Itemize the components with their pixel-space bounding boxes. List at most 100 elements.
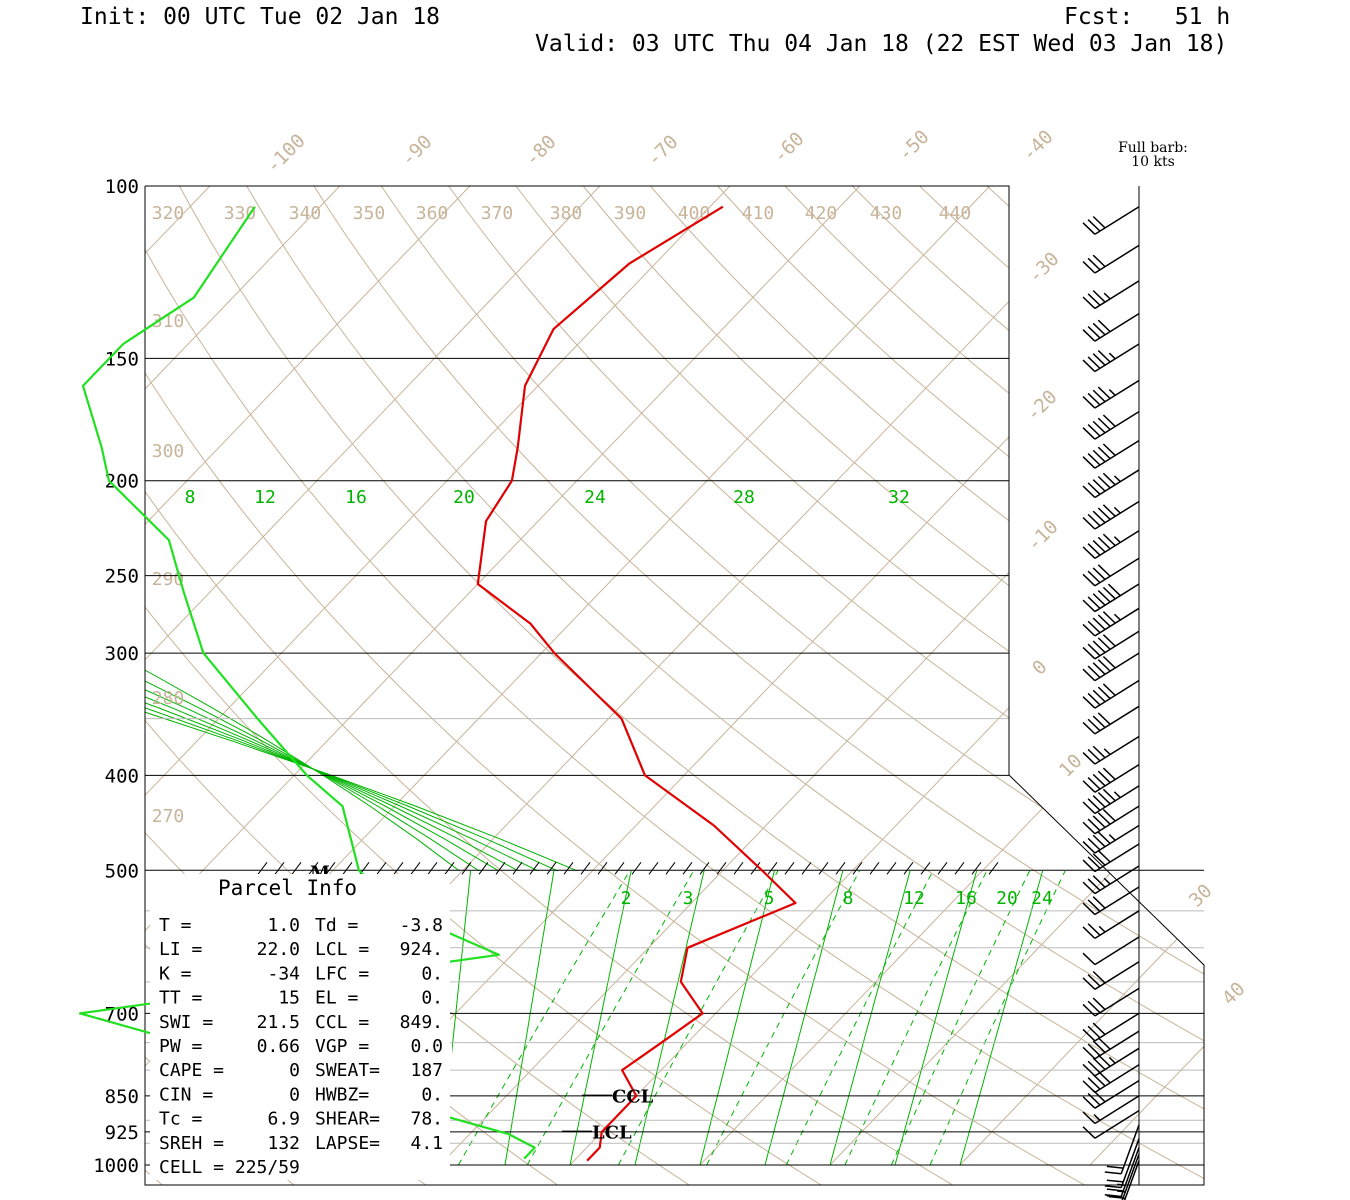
theta-label: 320 bbox=[152, 203, 185, 224]
barb-full-feather bbox=[1082, 646, 1096, 660]
hatch-tick bbox=[308, 861, 319, 875]
barb-full-feather bbox=[1082, 821, 1096, 835]
barb-full-feather bbox=[1092, 479, 1106, 492]
moist-adiabat-label: 32 bbox=[888, 487, 910, 508]
barb-half-feather bbox=[1093, 1114, 1101, 1121]
parcel-info-cell: EL = bbox=[315, 988, 359, 1009]
barb-staff bbox=[1094, 910, 1140, 940]
barb-half-feather bbox=[1113, 791, 1121, 799]
wind-barb bbox=[1082, 1079, 1140, 1109]
hatch-tick bbox=[716, 861, 727, 875]
barb-full-feather bbox=[1092, 896, 1106, 909]
barb-full-feather bbox=[1097, 475, 1111, 489]
hatch-tick bbox=[699, 861, 710, 875]
hatch-tick bbox=[682, 861, 693, 875]
parcel-info-cell: 132 bbox=[267, 1133, 300, 1154]
isotherm-line bbox=[145, 186, 601, 1166]
forecast-hour: Fcst: 51 h bbox=[1064, 4, 1231, 30]
barb-full-feather bbox=[1102, 809, 1116, 822]
barb-full-feather bbox=[1092, 715, 1106, 729]
barb-full-feather bbox=[1082, 517, 1096, 530]
wind-barb bbox=[1082, 343, 1140, 373]
barb-staff bbox=[1094, 824, 1140, 854]
parcel-info-cell: 22.0 bbox=[257, 939, 300, 960]
hatch-tick bbox=[274, 861, 285, 875]
barb-full-feather bbox=[1082, 296, 1096, 309]
barb-legend-title: Full barb: bbox=[1118, 140, 1188, 156]
hatch-tick bbox=[376, 861, 387, 875]
barb-full-feather bbox=[1092, 795, 1106, 808]
wind-barb bbox=[1082, 785, 1140, 815]
ccl-label: CCL bbox=[612, 1086, 654, 1107]
barb-full-feather bbox=[1102, 414, 1116, 427]
wind-barb bbox=[1082, 206, 1140, 235]
barb-half-feather bbox=[1108, 352, 1116, 360]
barb-full-feather bbox=[1082, 902, 1096, 916]
parcel-info-cell: 849. bbox=[400, 1012, 443, 1033]
barb-full-feather bbox=[1092, 322, 1106, 336]
wind-barb bbox=[1082, 936, 1140, 966]
dry-adiabat-line bbox=[986, 186, 1204, 1185]
barb-half-feather bbox=[1113, 536, 1121, 543]
isotherm-line bbox=[829, 186, 1204, 1166]
isotherm-label: -100 bbox=[262, 130, 310, 178]
barb-full-feather bbox=[1097, 712, 1111, 725]
dry-adiabat-line bbox=[515, 186, 1204, 1185]
parcel-info-cell: Td = bbox=[315, 915, 359, 936]
barb-full-feather bbox=[1092, 662, 1106, 675]
wind-barb bbox=[1082, 824, 1140, 854]
parcel-info-cell: 0. bbox=[421, 963, 443, 984]
barb-full-feather bbox=[1097, 791, 1111, 805]
barb-staff bbox=[1094, 1095, 1140, 1125]
barb-full-feather bbox=[1104, 1185, 1122, 1189]
barb-full-feather bbox=[1087, 219, 1101, 232]
barb-half-feather bbox=[1117, 1190, 1126, 1193]
barb-half-feather bbox=[1113, 475, 1121, 483]
barb-half-feather bbox=[1098, 925, 1106, 933]
barb-staff bbox=[1094, 652, 1140, 682]
barb-full-feather bbox=[1102, 634, 1116, 647]
wind-barb bbox=[1082, 735, 1140, 765]
barb-half-feather bbox=[1108, 834, 1116, 841]
isotherm-label: -50 bbox=[894, 126, 934, 166]
barb-staff bbox=[1094, 1110, 1140, 1139]
barb-full-feather bbox=[1082, 780, 1096, 793]
parcel-info-panel bbox=[150, 874, 450, 1180]
barb-staff bbox=[1094, 469, 1140, 499]
moist-adiabat-label: 16 bbox=[345, 487, 367, 508]
hatch-tick bbox=[461, 861, 472, 875]
barb-full-feather bbox=[1097, 1054, 1111, 1067]
hatch-tick bbox=[920, 861, 931, 875]
barb-full-feather bbox=[1082, 329, 1096, 342]
barb-full-feather bbox=[1082, 599, 1096, 613]
moist-adiabat-label: 20 bbox=[453, 487, 475, 508]
barb-full-feather bbox=[1097, 507, 1111, 521]
barb-full-feather bbox=[1082, 546, 1096, 559]
barb-staff bbox=[1094, 1064, 1140, 1093]
barb-staff bbox=[1094, 410, 1140, 440]
barb-full-feather bbox=[1082, 427, 1096, 440]
barb-full-feather bbox=[1082, 952, 1096, 966]
wind-barb bbox=[1082, 679, 1140, 709]
hatch-tick bbox=[750, 861, 761, 875]
barb-full-feather bbox=[1082, 721, 1096, 735]
barb-full-feather bbox=[1082, 977, 1096, 990]
barb-full-feather bbox=[1087, 798, 1101, 811]
isotherm-line bbox=[1220, 186, 1350, 1165]
isotherm-label: -60 bbox=[769, 128, 809, 168]
wind-barb bbox=[1082, 280, 1140, 310]
dry-adiabat-line bbox=[919, 186, 1204, 1185]
isotherm-label: 30 bbox=[1185, 880, 1217, 912]
isotherm-label: -90 bbox=[397, 131, 437, 171]
barb-full-feather bbox=[1097, 850, 1111, 863]
parcel-info-cell: 6.9 bbox=[267, 1109, 300, 1130]
barb-full-feather bbox=[1092, 853, 1106, 866]
barb-full-feather bbox=[1092, 815, 1106, 828]
barb-full-feather bbox=[1092, 420, 1106, 434]
barb-full-feather bbox=[1087, 325, 1101, 339]
wind-barb bbox=[1082, 961, 1140, 990]
hatch-tick bbox=[767, 861, 778, 875]
barb-full-feather bbox=[1097, 614, 1111, 627]
barb-full-feather bbox=[1087, 818, 1101, 832]
